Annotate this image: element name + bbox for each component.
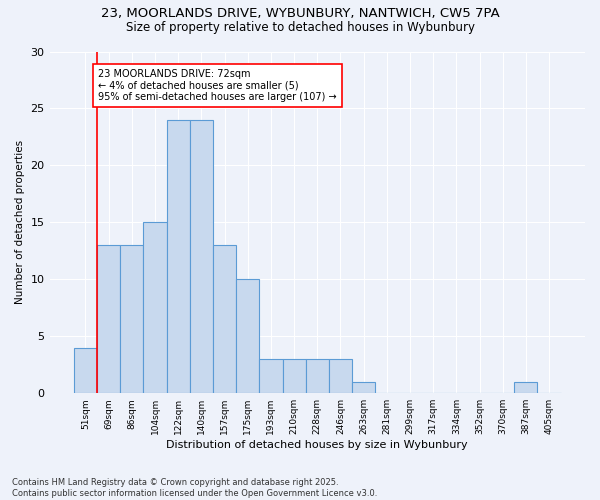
Bar xyxy=(167,120,190,393)
X-axis label: Distribution of detached houses by size in Wybunbury: Distribution of detached houses by size … xyxy=(166,440,468,450)
Bar xyxy=(283,359,305,393)
Bar xyxy=(143,222,167,393)
Text: 23, MOORLANDS DRIVE, WYBUNBURY, NANTWICH, CW5 7PA: 23, MOORLANDS DRIVE, WYBUNBURY, NANTWICH… xyxy=(101,8,499,20)
Bar xyxy=(213,245,236,393)
Bar xyxy=(259,359,283,393)
Bar xyxy=(329,359,352,393)
Text: Size of property relative to detached houses in Wybunbury: Size of property relative to detached ho… xyxy=(125,21,475,34)
Bar xyxy=(97,245,120,393)
Bar xyxy=(74,348,97,393)
Bar xyxy=(120,245,143,393)
Text: Contains HM Land Registry data © Crown copyright and database right 2025.
Contai: Contains HM Land Registry data © Crown c… xyxy=(12,478,377,498)
Bar xyxy=(352,382,375,393)
Bar xyxy=(514,382,538,393)
Y-axis label: Number of detached properties: Number of detached properties xyxy=(15,140,25,304)
Bar xyxy=(190,120,213,393)
Bar xyxy=(236,280,259,393)
Text: 23 MOORLANDS DRIVE: 72sqm
← 4% of detached houses are smaller (5)
95% of semi-de: 23 MOORLANDS DRIVE: 72sqm ← 4% of detach… xyxy=(98,68,337,102)
Bar xyxy=(305,359,329,393)
